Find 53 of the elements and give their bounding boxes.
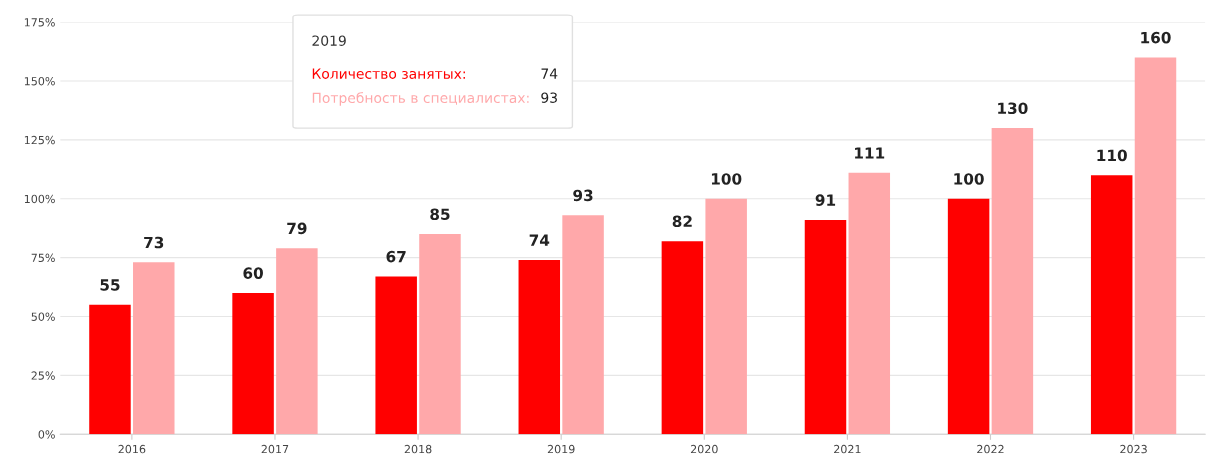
x-tick-label: 2018 — [404, 444, 432, 454]
bar — [1134, 57, 1177, 435]
data-label: 160 — [1141, 31, 1171, 44]
bar — [705, 198, 747, 435]
y-tick-label: 150% — [24, 76, 55, 86]
x-tick-label: 2023 — [1120, 444, 1147, 454]
x-tick-label: 2016 — [118, 444, 146, 454]
y-tick-label: 25% — [31, 371, 55, 380]
data-label: 55 — [100, 279, 120, 291]
bar — [133, 262, 175, 435]
data-label: 73 — [144, 236, 164, 249]
y-tick-label: 100% — [24, 194, 55, 204]
data-label: 111 — [855, 147, 885, 159]
bar — [518, 259, 561, 435]
data-label: 82 — [672, 215, 692, 228]
data-label: 91 — [815, 194, 836, 206]
annotation: 74 — [541, 68, 558, 79]
y-tick-label: 0% — [38, 430, 55, 439]
bar — [947, 198, 990, 435]
x-tick-label: 2019 — [547, 444, 575, 454]
text: Количество занятых: — [312, 68, 465, 79]
data-label: 85 — [430, 208, 450, 221]
bar — [804, 219, 847, 435]
data-label: 79 — [287, 222, 307, 235]
data-label: 74 — [529, 234, 550, 246]
data-label: 130 — [998, 102, 1028, 115]
bar — [276, 248, 318, 435]
annotation: 93 — [541, 92, 557, 103]
data-label: 100 — [954, 173, 984, 185]
legend-title: 2019 — [312, 35, 346, 46]
bar — [991, 128, 1034, 435]
data-label: 110 — [1097, 149, 1127, 162]
bar — [232, 292, 274, 435]
bar — [661, 241, 704, 435]
x-tick-label: 2020 — [690, 444, 718, 454]
text: Потребность в специалистах: — [312, 92, 529, 106]
bar — [1090, 175, 1133, 435]
bar — [848, 172, 891, 435]
y-tick-label: 75% — [31, 253, 55, 263]
bar — [562, 215, 604, 435]
y-tick-label: 175% — [24, 18, 55, 27]
y-tick-label: 125% — [24, 135, 55, 145]
bar — [419, 234, 461, 435]
x-tick-label: 2021 — [834, 444, 861, 454]
y-tick-label: 50% — [31, 312, 55, 321]
x-tick-label: 2022 — [977, 444, 1004, 454]
bar — [89, 304, 131, 435]
x-tick-label: 2017 — [261, 444, 289, 454]
bar — [375, 276, 417, 435]
data-label: 93 — [573, 189, 593, 202]
data-label: 67 — [386, 250, 406, 263]
data-label: 60 — [243, 267, 263, 279]
data-label: 100 — [711, 173, 742, 185]
